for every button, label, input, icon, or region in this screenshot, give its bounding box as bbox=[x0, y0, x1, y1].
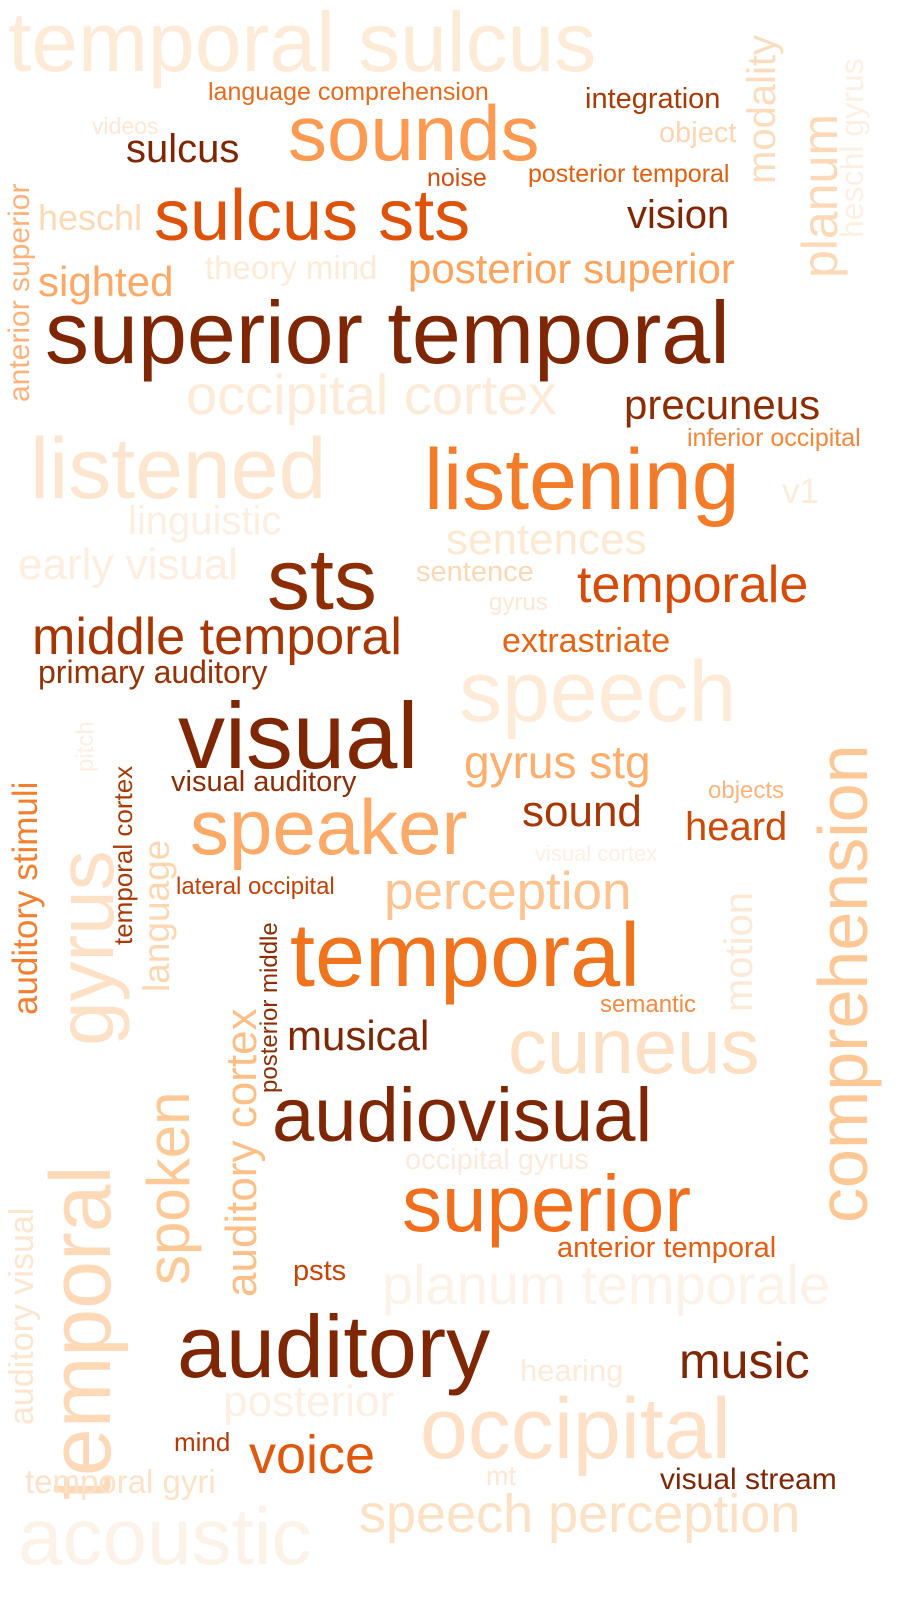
word-sighted: sighted bbox=[38, 258, 174, 305]
word-audiovisual: audiovisual bbox=[272, 1073, 653, 1158]
word-acoustic: acoustic bbox=[18, 1492, 312, 1581]
word-lateral-occipital: lateral occipital bbox=[176, 873, 335, 900]
word-temporal: temporal bbox=[33, 1165, 129, 1500]
word-extrastriate: extrastriate bbox=[502, 622, 671, 660]
word-early-visual: early visual bbox=[18, 540, 239, 589]
word-visual-cortex: visual cortex bbox=[535, 841, 658, 866]
word-auditory: auditory bbox=[177, 1297, 491, 1396]
word-pitch: pitch bbox=[72, 721, 99, 772]
word-v1: v1 bbox=[782, 472, 819, 511]
word-linguistic: linguistic bbox=[128, 499, 282, 543]
word-comprehension: comprehension bbox=[804, 744, 882, 1223]
word-planum: planum bbox=[792, 114, 848, 278]
word-mt: mt bbox=[486, 1461, 516, 1491]
word-sulcus: sulcus bbox=[126, 127, 240, 171]
word-speech: speech bbox=[459, 644, 737, 740]
word-perception: perception bbox=[384, 862, 632, 921]
word-sounds: sounds bbox=[288, 89, 540, 177]
word-posterior-superior: posterior superior bbox=[408, 245, 735, 292]
word-noise: noise bbox=[427, 164, 487, 192]
word-language: language bbox=[136, 839, 177, 992]
word-language-comprehension: language comprehension bbox=[208, 78, 489, 106]
word-anterior-superior: anterior superior bbox=[3, 183, 36, 402]
word-occipital-cortex: occipital cortex bbox=[186, 363, 557, 426]
word-cuneus: cuneus bbox=[508, 1002, 760, 1090]
word-object: object bbox=[659, 117, 737, 149]
word-visual-stream: visual stream bbox=[660, 1463, 837, 1496]
word-objects: objects bbox=[708, 777, 785, 804]
word-sound: sound bbox=[522, 787, 642, 836]
word-posterior: posterior bbox=[223, 1377, 395, 1426]
word-modality: modality bbox=[740, 35, 784, 184]
word-inferior-occipital: inferior occipital bbox=[687, 424, 861, 452]
word-gyrus-stg: gyrus stg bbox=[464, 736, 651, 788]
word-gyrus: gyrus bbox=[41, 850, 130, 1046]
word-music: music bbox=[679, 1333, 810, 1389]
word-speech-perception: speech perception bbox=[359, 1484, 801, 1544]
word-vision: vision bbox=[627, 193, 730, 237]
word-temporale: temporale bbox=[577, 556, 809, 614]
word-voice: voice bbox=[249, 1425, 376, 1485]
word-listened: listened bbox=[30, 421, 327, 517]
word-theory-mind: theory mind bbox=[205, 249, 378, 286]
word-anterior-temporal: anterior temporal bbox=[557, 1232, 777, 1264]
word-sentences: sentences bbox=[446, 515, 647, 564]
word-videos: videos bbox=[92, 113, 159, 139]
word-spoken: spoken bbox=[135, 1091, 202, 1285]
word-hearing: hearing bbox=[520, 1353, 624, 1388]
word-superior: superior bbox=[402, 1159, 692, 1248]
word-superior-temporal: superior temporal bbox=[45, 283, 730, 382]
word-sts: sts bbox=[267, 532, 377, 628]
word-occipital-gyrus: occipital gyrus bbox=[405, 1144, 589, 1176]
word-temporal-gyri: temporal gyri bbox=[25, 1463, 216, 1500]
word-motion: motion bbox=[717, 891, 761, 1012]
word-speaker: speaker bbox=[190, 783, 468, 871]
word-sulcus-sts: sulcus sts bbox=[154, 176, 471, 256]
word-gyrus: gyrus bbox=[489, 589, 548, 616]
word-integration: integration bbox=[585, 83, 721, 115]
word-occipital: occipital bbox=[420, 1381, 731, 1477]
word-posterior-temporal: posterior temporal bbox=[528, 160, 730, 188]
word-planum-temporale: planum temporale bbox=[382, 1253, 831, 1316]
word-psts: psts bbox=[293, 1255, 347, 1287]
word-posterior-middle: posterior middle bbox=[256, 922, 283, 1093]
word-precuneus: precuneus bbox=[624, 381, 821, 428]
word-listening: listening bbox=[424, 432, 740, 528]
word-middle-temporal: middle temporal bbox=[32, 608, 402, 666]
word-visual-auditory: visual auditory bbox=[171, 766, 357, 798]
word-mind: mind bbox=[174, 1427, 231, 1457]
word-visual: visual bbox=[178, 683, 419, 788]
word-semantic: semantic bbox=[600, 991, 697, 1018]
word-primary-auditory: primary auditory bbox=[38, 654, 268, 690]
word-musical: musical bbox=[287, 1012, 430, 1059]
word-sentence: sentence bbox=[416, 556, 534, 588]
word-temporal: temporal bbox=[290, 906, 641, 1006]
word-temporal-sulcus: temporal sulcus bbox=[8, 0, 597, 89]
word-heschl: heschl bbox=[38, 197, 143, 238]
word-heard: heard bbox=[685, 805, 788, 849]
word-auditory-stimuli: auditory stimuli bbox=[6, 781, 45, 1015]
